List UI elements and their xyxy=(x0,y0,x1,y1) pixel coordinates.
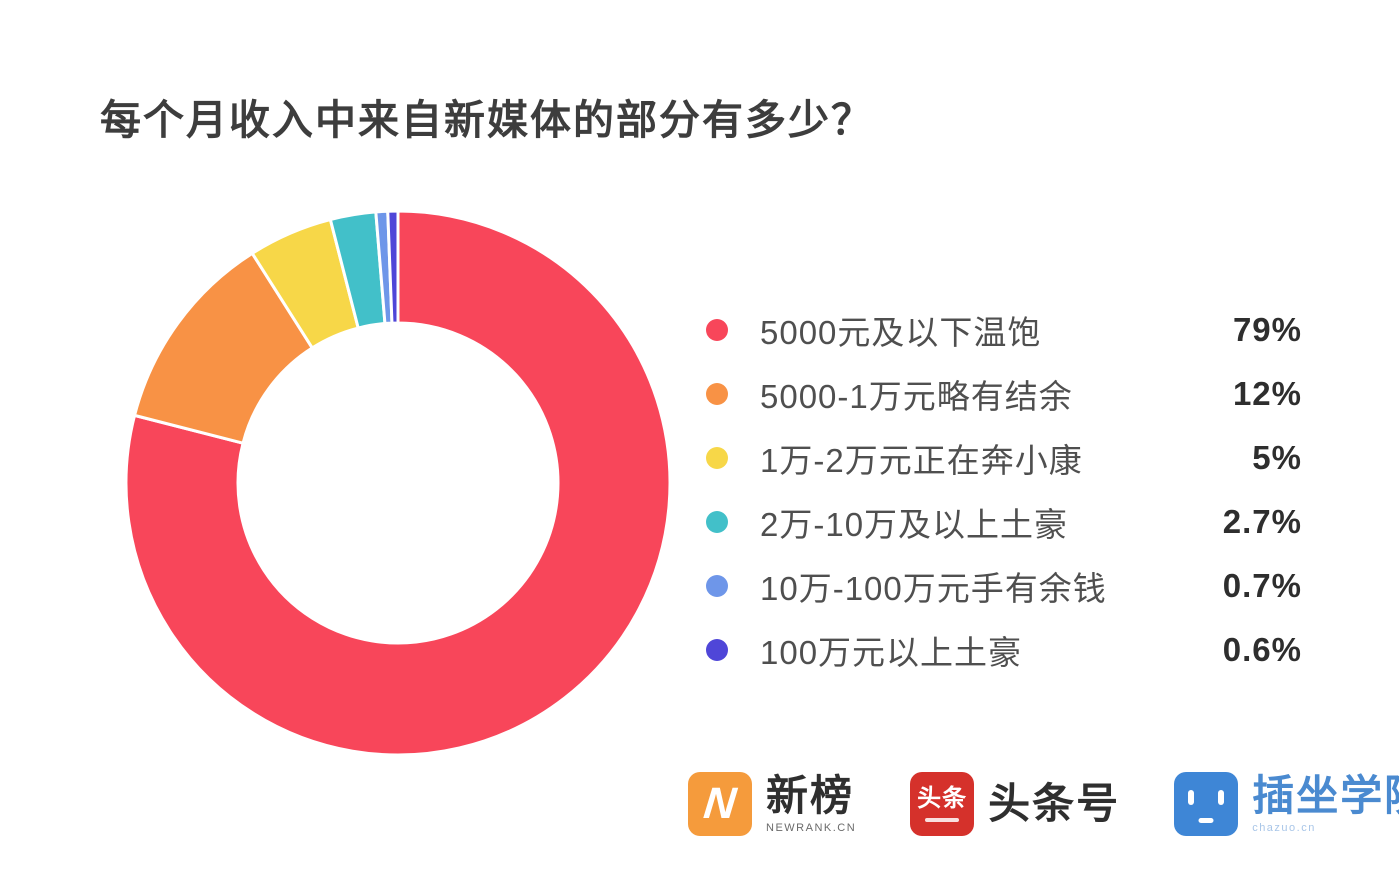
legend-item: 100万元以上土豪 0.6% xyxy=(706,618,1302,682)
legend-bullet xyxy=(706,639,728,661)
newrank-badge-icon: N xyxy=(688,772,752,836)
legend-label: 10万-100万元手有余钱 xyxy=(760,570,1107,607)
legend-label: 5000元及以下温饱 xyxy=(760,314,1042,351)
legend-percent: 12% xyxy=(1232,375,1302,412)
chart-legend: 5000元及以下温饱 79% 5000-1万元略有结余 12% 1万-2万元正在… xyxy=(706,298,1302,682)
chazuo-brand-text: 插坐学院 xyxy=(1252,772,1399,820)
legend-bullet xyxy=(706,511,728,533)
chazuo-domain-text: chazuo.cn xyxy=(1252,821,1316,834)
legend-bullet xyxy=(706,575,728,597)
donut-slice xyxy=(124,209,672,757)
legend-item: 5000-1万元略有结余 12% xyxy=(706,362,1302,426)
newrank-n-glyph: N xyxy=(701,779,739,828)
legend-item: 2万-10万及以上土豪 2.7% xyxy=(706,490,1302,554)
legend-percent: 79% xyxy=(1232,311,1302,348)
legend-percent: 5% xyxy=(1252,439,1302,476)
legend-percent: 0.7% xyxy=(1222,567,1302,604)
face-eye-right xyxy=(1218,790,1225,805)
legend-bullet xyxy=(706,447,728,469)
legend-bullet xyxy=(706,319,728,341)
chazuo-text: 插坐学院 chazuo.cn xyxy=(1252,772,1399,834)
chazuo-logo: 插坐学院 chazuo.cn xyxy=(1174,772,1399,836)
toutiao-badge-underline xyxy=(925,817,960,822)
donut-slice xyxy=(386,209,400,325)
newrank-logo: N 新榜 NEWRANK.CN xyxy=(688,772,856,836)
face-mouth xyxy=(1198,818,1214,823)
legend-label: 2万-10万及以上土豪 xyxy=(760,506,1069,543)
legend-label: 5000-1万元略有结余 xyxy=(760,378,1073,415)
toutiao-logo: 头条 头条号 xyxy=(910,772,1120,836)
footer-logos: N 新榜 NEWRANK.CN 头条 头条号 插坐学院 xyxy=(688,772,1399,836)
toutiao-glyph: 头条 xyxy=(917,785,968,813)
toutiao-text: 头条号 xyxy=(988,779,1121,827)
face-eye-left xyxy=(1188,790,1195,805)
legend-item: 5000元及以下温饱 79% xyxy=(706,298,1302,362)
legend-percent: 0.6% xyxy=(1222,631,1302,668)
newrank-brand-text: 新榜 xyxy=(766,772,855,820)
legend-item: 10万-100万元手有余钱 0.7% xyxy=(706,554,1302,618)
chazuo-face-icon xyxy=(1174,772,1239,836)
legend-item: 1万-2万元正在奔小康 5% xyxy=(706,426,1302,490)
toutiao-badge-icon: 头条 xyxy=(910,772,975,836)
legend-label: 1万-2万元正在奔小康 xyxy=(760,442,1083,479)
legend-label: 100万元以上土豪 xyxy=(760,634,1023,671)
legend-percent: 2.7% xyxy=(1222,503,1302,540)
newrank-text: 新榜 NEWRANK.CN xyxy=(766,772,857,834)
newrank-domain-text: NEWRANK.CN xyxy=(766,821,857,834)
legend-bullet xyxy=(706,383,728,405)
toutiao-brand-text: 头条号 xyxy=(988,779,1121,827)
chart-title: 每个月收入中来自新媒体的部分有多少？ xyxy=(100,97,874,143)
donut-chart xyxy=(124,209,672,757)
